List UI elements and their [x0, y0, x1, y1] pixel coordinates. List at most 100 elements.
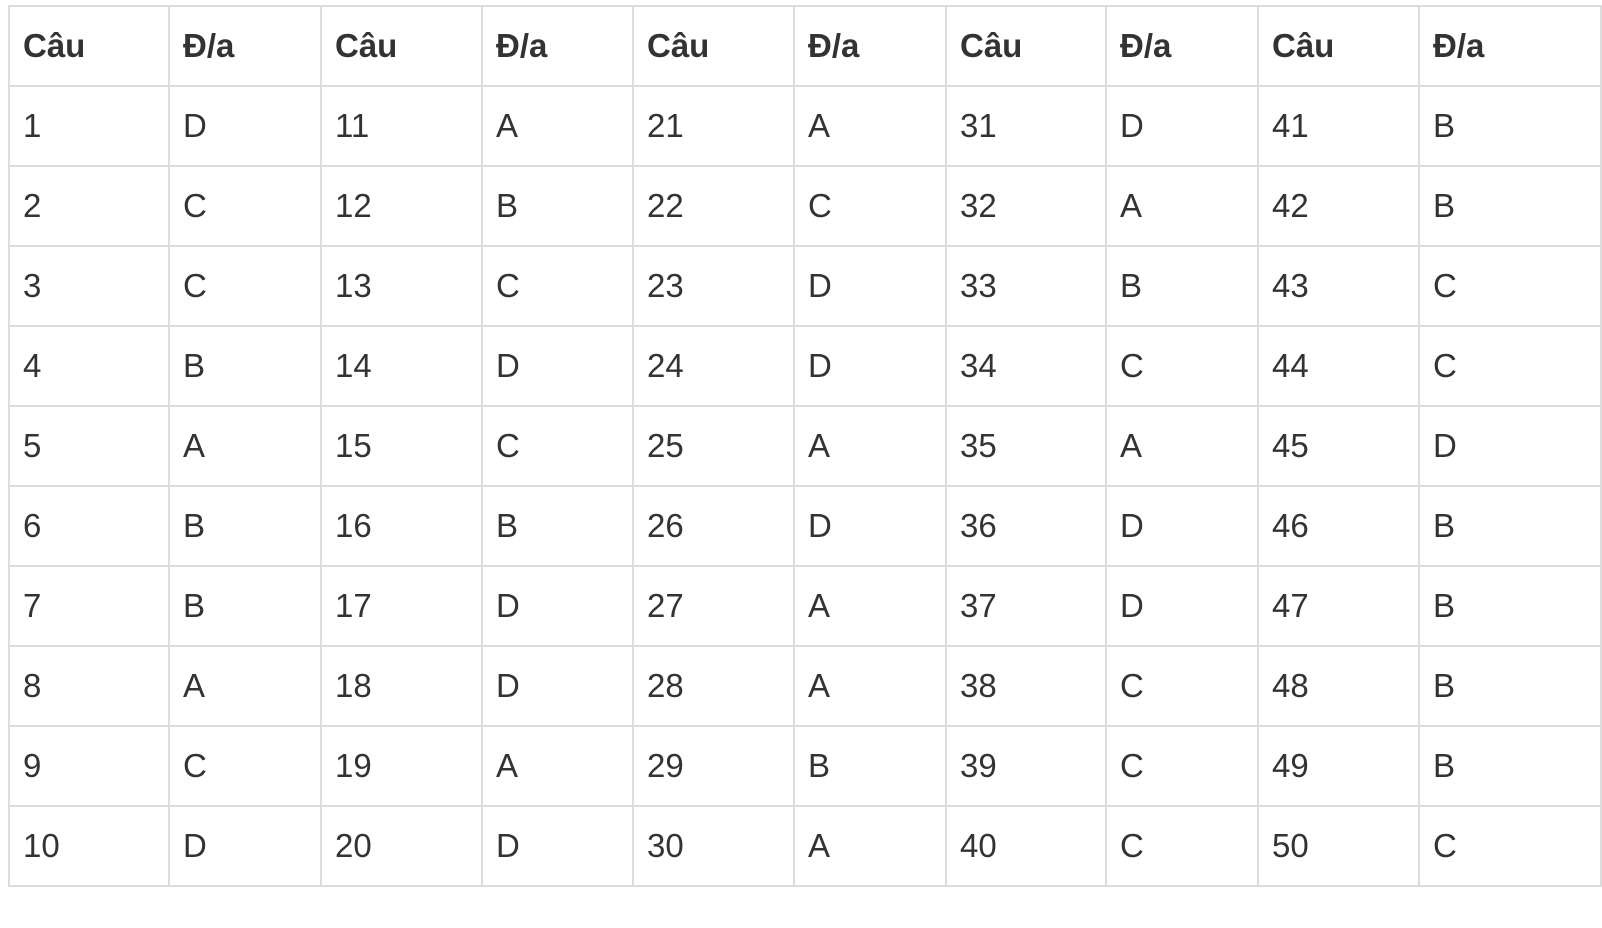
question-cell: 30 — [632, 805, 795, 887]
question-cell: 5 — [8, 405, 170, 487]
answer-cell: A — [481, 85, 634, 167]
answer-cell: C — [168, 245, 322, 327]
question-cell: 13 — [320, 245, 483, 327]
answer-cell: B — [793, 725, 947, 807]
question-cell: 29 — [632, 725, 795, 807]
question-cell: 41 — [1257, 85, 1420, 167]
header-cell: Đ/a — [1105, 5, 1259, 87]
table-row: 6 B 16 B 26 D 36 D 46 B — [8, 485, 1602, 567]
question-cell: 2 — [8, 165, 170, 247]
question-cell: 48 — [1257, 645, 1420, 727]
answer-cell: B — [1418, 485, 1602, 567]
header-row: Câu Đ/a Câu Đ/a Câu Đ/a Câu Đ/a Câu Đ/a — [8, 5, 1602, 87]
answer-cell: A — [793, 805, 947, 887]
answer-cell: B — [1418, 85, 1602, 167]
answer-cell: B — [168, 565, 322, 647]
question-cell: 15 — [320, 405, 483, 487]
question-cell: 42 — [1257, 165, 1420, 247]
answer-cell: C — [1105, 725, 1259, 807]
question-cell: 24 — [632, 325, 795, 407]
answer-cell: D — [793, 485, 947, 567]
question-cell: 28 — [632, 645, 795, 727]
answer-table: Câu Đ/a Câu Đ/a Câu Đ/a Câu Đ/a Câu Đ/a 1 D 11 A 21 A 3… — [8, 5, 1602, 887]
question-cell: 49 — [1257, 725, 1420, 807]
question-cell: 6 — [8, 485, 170, 567]
answer-cell: C — [793, 165, 947, 247]
question-cell: 16 — [320, 485, 483, 567]
answer-cell: A — [168, 645, 322, 727]
answer-cell: B — [168, 325, 322, 407]
answer-cell: C — [481, 245, 634, 327]
answer-cell: D — [481, 325, 634, 407]
question-cell: 36 — [945, 485, 1107, 567]
answer-cell: D — [481, 565, 634, 647]
question-cell: 14 — [320, 325, 483, 407]
question-cell: 3 — [8, 245, 170, 327]
header-cell: Đ/a — [168, 5, 322, 87]
question-cell: 43 — [1257, 245, 1420, 327]
header-cell: Câu — [320, 5, 483, 87]
answer-cell: C — [1418, 245, 1602, 327]
question-cell: 1 — [8, 85, 170, 167]
answer-cell: B — [1418, 645, 1602, 727]
table-row: 10 D 20 D 30 A 40 C 50 C — [8, 805, 1602, 887]
header-cell: Đ/a — [793, 5, 947, 87]
answer-cell: A — [1105, 405, 1259, 487]
question-cell: 32 — [945, 165, 1107, 247]
question-cell: 50 — [1257, 805, 1420, 887]
question-cell: 40 — [945, 805, 1107, 887]
question-cell: 18 — [320, 645, 483, 727]
table-row: 5 A 15 C 25 A 35 A 45 D — [8, 405, 1602, 487]
question-cell: 19 — [320, 725, 483, 807]
question-cell: 27 — [632, 565, 795, 647]
answer-cell: C — [1418, 325, 1602, 407]
table-row: 7 B 17 D 27 A 37 D 47 B — [8, 565, 1602, 647]
answer-cell: C — [481, 405, 634, 487]
answer-cell: D — [793, 245, 947, 327]
header-cell: Đ/a — [481, 5, 634, 87]
question-cell: 37 — [945, 565, 1107, 647]
answer-cell: B — [481, 485, 634, 567]
table-body: 1 D 11 A 21 A 31 D 41 B 2 C 12 B 22 C 32 A 42 B 3 C 13 C 23 D 33 B 4… — [8, 85, 1602, 887]
answer-cell: D — [168, 805, 322, 887]
question-cell: 7 — [8, 565, 170, 647]
question-cell: 33 — [945, 245, 1107, 327]
table-row: 4 B 14 D 24 D 34 C 44 C — [8, 325, 1602, 407]
header-cell: Câu — [8, 5, 170, 87]
answer-cell: A — [793, 645, 947, 727]
answer-cell: A — [793, 405, 947, 487]
answer-cell: D — [1105, 85, 1259, 167]
table-row: 8 A 18 D 28 A 38 C 48 B — [8, 645, 1602, 727]
question-cell: 8 — [8, 645, 170, 727]
answer-cell: D — [1105, 565, 1259, 647]
answer-cell: D — [168, 85, 322, 167]
answer-cell: C — [168, 165, 322, 247]
header-cell: Đ/a — [1418, 5, 1602, 87]
answer-cell: B — [1105, 245, 1259, 327]
question-cell: 38 — [945, 645, 1107, 727]
table-row: 1 D 11 A 21 A 31 D 41 B — [8, 85, 1602, 167]
answer-cell: D — [1105, 485, 1259, 567]
answer-cell: A — [168, 405, 322, 487]
question-cell: 10 — [8, 805, 170, 887]
question-cell: 9 — [8, 725, 170, 807]
header-cell: Câu — [632, 5, 795, 87]
question-cell: 22 — [632, 165, 795, 247]
answer-cell: A — [793, 565, 947, 647]
header-cell: Câu — [1257, 5, 1420, 87]
table-row: 2 C 12 B 22 C 32 A 42 B — [8, 165, 1602, 247]
answer-cell: B — [1418, 565, 1602, 647]
answer-cell: B — [1418, 725, 1602, 807]
answer-cell: B — [168, 485, 322, 567]
answer-cell: B — [481, 165, 634, 247]
question-cell: 12 — [320, 165, 483, 247]
answer-cell: D — [1418, 405, 1602, 487]
answer-cell: A — [481, 725, 634, 807]
answer-cell: C — [1105, 805, 1259, 887]
question-cell: 17 — [320, 565, 483, 647]
question-cell: 47 — [1257, 565, 1420, 647]
question-cell: 11 — [320, 85, 483, 167]
answer-cell: D — [793, 325, 947, 407]
answer-cell: C — [168, 725, 322, 807]
